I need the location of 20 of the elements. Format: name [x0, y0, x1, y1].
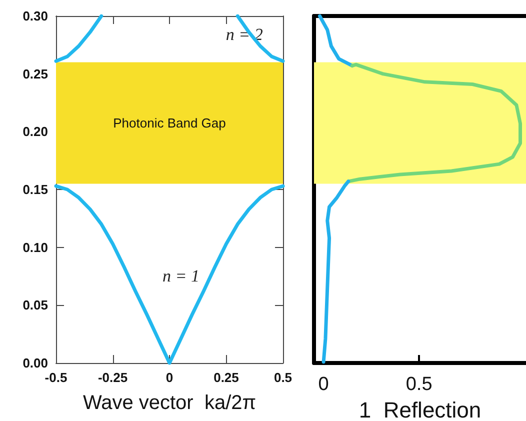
y-tick-label: 0.30	[22, 8, 48, 24]
x-tick-label: 0	[318, 374, 329, 395]
x-tick-label: 0.5	[406, 374, 432, 395]
y-tick-label: 0.05	[22, 298, 48, 313]
x-axis-title: Wave vector ka/2π	[82, 392, 256, 414]
line-series	[236, 14, 285, 63]
x-tick-label: 0.5	[274, 370, 292, 385]
x-axis-title: 1 Reflection	[358, 397, 482, 421]
band-label: Photonic Band Gap	[113, 115, 226, 130]
y-tick-label: 0.00	[22, 356, 48, 370]
line-series	[54, 14, 104, 63]
x-tick-label: -0.5	[44, 370, 68, 385]
y-tick-label: 0.15	[22, 182, 48, 197]
y-tick-label: 0.25	[22, 66, 48, 82]
y-tick-label: 0.20	[22, 124, 48, 140]
annotation: n = 1	[162, 266, 200, 286]
x-tick-label: 0.25	[214, 370, 239, 385]
x-tick-label: 0	[166, 370, 174, 385]
x-tick-label: -0.25	[98, 370, 128, 385]
y-tick-label: 0.10	[22, 240, 48, 255]
